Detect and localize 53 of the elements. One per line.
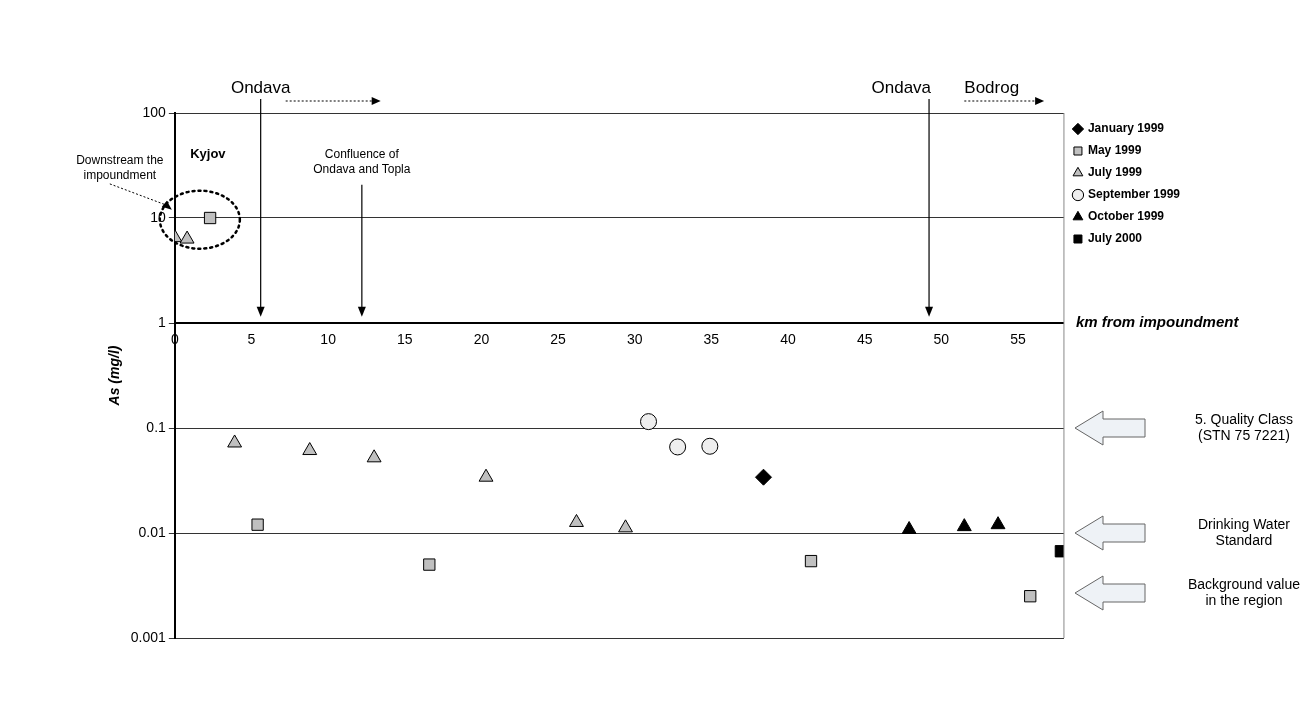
point bbox=[569, 513, 584, 527]
point bbox=[1024, 590, 1037, 603]
point bbox=[754, 468, 772, 486]
y-tick-label: 0.001 bbox=[130, 628, 167, 645]
text: Ondava bbox=[230, 78, 291, 97]
y-tick-label: 0.01 bbox=[138, 523, 167, 540]
point bbox=[640, 413, 658, 431]
text: Drinking Water Standard bbox=[1197, 515, 1291, 548]
annotation: Confluence of Ondava and Topla bbox=[313, 147, 411, 177]
point bbox=[990, 516, 1006, 530]
x-tick-label: 20 bbox=[473, 331, 490, 348]
point bbox=[804, 554, 818, 568]
text: Bodrog bbox=[964, 78, 1020, 97]
text: 5. Quality Class (STN 75 7221) bbox=[1194, 410, 1293, 443]
point bbox=[669, 438, 687, 456]
legend-label: September 1999 bbox=[1087, 187, 1181, 202]
y-tick-label: 1 bbox=[158, 313, 167, 330]
point bbox=[366, 449, 382, 463]
annotation: Kyjov bbox=[190, 146, 227, 162]
point bbox=[251, 518, 264, 531]
text: Ondava bbox=[871, 78, 932, 97]
legend-label: July 1999 bbox=[1087, 165, 1143, 180]
point bbox=[956, 518, 972, 532]
x-tick-label: 10 bbox=[320, 331, 337, 348]
point bbox=[701, 437, 719, 455]
x-axis-title: km from impoundment bbox=[1075, 313, 1240, 331]
text: Downstream the impoundment bbox=[76, 152, 164, 182]
x-tick-label: 25 bbox=[550, 331, 567, 348]
x-tick-label: 45 bbox=[856, 331, 873, 348]
x-tick-label: 50 bbox=[933, 331, 950, 348]
legend-label: October 1999 bbox=[1087, 209, 1165, 224]
point bbox=[1054, 545, 1064, 558]
point bbox=[901, 520, 917, 534]
point bbox=[423, 558, 436, 571]
point bbox=[478, 468, 494, 482]
x-tick-label: 40 bbox=[780, 331, 797, 348]
point bbox=[302, 442, 318, 456]
x-tick-label: 55 bbox=[1010, 331, 1026, 348]
legend-label: January 1999 bbox=[1087, 121, 1165, 136]
y-axis-title: As (mg/l) bbox=[106, 345, 123, 407]
x-tick-label: 35 bbox=[703, 331, 720, 348]
point bbox=[179, 230, 195, 244]
x-tick-label: 15 bbox=[396, 331, 413, 348]
y-tick-label: 100 bbox=[142, 103, 167, 120]
y-tick-label: 0.1 bbox=[146, 418, 167, 435]
legend-label: July 2000 bbox=[1087, 231, 1143, 246]
legend-label: May 1999 bbox=[1087, 143, 1142, 158]
x-tick-label: 5 bbox=[247, 331, 256, 348]
text: Background value in the region bbox=[1187, 575, 1301, 608]
point bbox=[227, 434, 243, 448]
x-tick-label: 30 bbox=[626, 331, 643, 348]
point bbox=[203, 211, 217, 225]
point bbox=[618, 519, 633, 533]
